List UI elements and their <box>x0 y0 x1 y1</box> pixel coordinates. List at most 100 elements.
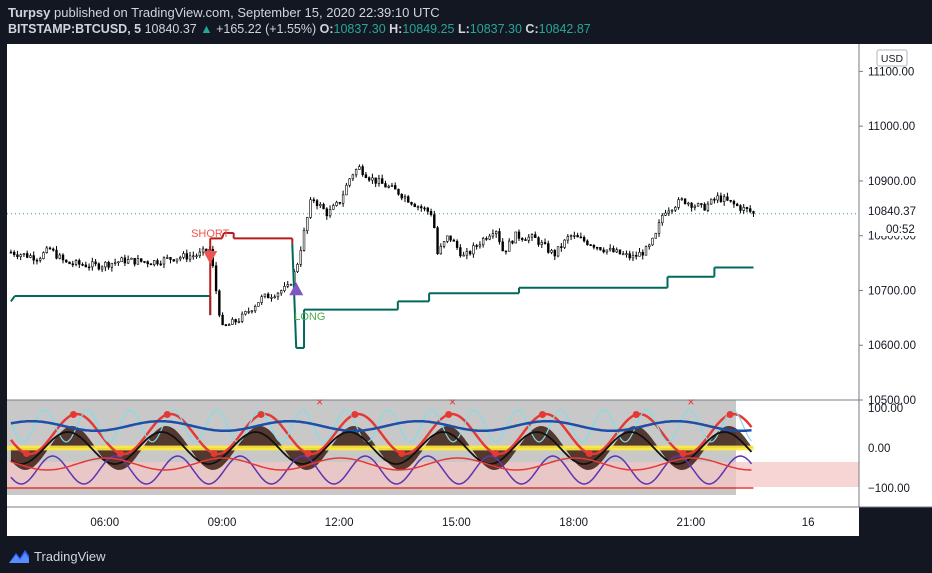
chart-canvas[interactable]: × × × SHORT LONG 11100.00 11000.00 10900.00 10… <box>0 44 932 542</box>
symbol-quote: BITSTAMP:BTCUSD, 5 10840.37 ▲ +165.22 (+… <box>8 22 591 36</box>
candle-body <box>58 254 61 259</box>
candle-body <box>732 200 736 205</box>
candle-body <box>540 242 543 245</box>
candle-body <box>146 261 149 265</box>
oscillator-cyan-line <box>10 409 752 443</box>
chart-header: Turpsy published on TradingView.com, Sep… <box>0 0 932 44</box>
price-tick-label: 11100.00 <box>868 66 914 78</box>
tradingview-brand[interactable]: TradingView <box>34 549 106 564</box>
candle-body <box>218 290 221 316</box>
candle-body <box>260 296 263 303</box>
candle-body <box>680 198 684 201</box>
candle-body <box>491 233 495 237</box>
candle-body <box>227 324 231 326</box>
candle-body <box>602 249 605 253</box>
candle-body <box>413 203 416 208</box>
high-value: 10849.25 <box>402 22 455 36</box>
candle-body <box>618 249 622 255</box>
currency-badge[interactable]: USD <box>876 49 908 67</box>
candle-body <box>113 262 117 264</box>
oscillator-zero-band <box>7 445 754 451</box>
candle-body <box>722 196 726 202</box>
candle-body <box>494 231 498 235</box>
candle-body <box>387 186 390 188</box>
candle-body <box>335 201 338 206</box>
candle-body <box>78 260 81 265</box>
candle-body <box>231 319 234 325</box>
oscillator-dot <box>398 450 406 458</box>
candle-body <box>726 196 729 201</box>
last-price: 10840.37 <box>144 22 197 36</box>
candle-body <box>436 227 439 255</box>
candle-body <box>628 253 631 259</box>
candle-body <box>547 243 550 253</box>
price-tick-label: 10700.00 <box>868 285 916 297</box>
candle-body <box>166 257 169 259</box>
candle-body <box>638 251 641 257</box>
candle-body <box>263 293 267 297</box>
candle-body <box>104 262 107 268</box>
candle-body <box>742 207 745 211</box>
candle-body <box>214 265 218 292</box>
candle-body <box>198 251 202 257</box>
symbol-name[interactable]: BITSTAMP:BTCUSD, 5 <box>8 22 142 36</box>
time-axis[interactable] <box>7 507 859 536</box>
candle-body <box>563 239 566 248</box>
publisher-name[interactable]: Turpsy <box>8 5 51 20</box>
candle-body <box>622 253 625 256</box>
candle-body <box>400 193 403 199</box>
oscillator-cross-marker: × <box>449 395 456 409</box>
plot-area[interactable] <box>7 44 859 400</box>
candle-body <box>612 248 615 253</box>
candle-body <box>270 297 273 299</box>
oscillator-dot <box>69 410 77 418</box>
candle-body <box>74 260 78 265</box>
candle-body <box>48 247 52 250</box>
up-triangle-icon <box>289 282 304 296</box>
oscillator-fast-line <box>9 412 753 456</box>
candle-body <box>530 234 534 238</box>
oscillator-axis-ticks: 100.00 0.00 −100.00 <box>868 403 910 495</box>
candle-body <box>576 235 579 238</box>
candle-body <box>68 261 71 265</box>
candle-body <box>328 209 332 217</box>
candle-body <box>677 199 680 208</box>
price-axis[interactable] <box>859 44 932 507</box>
time-tick-label: 09:00 <box>208 517 237 529</box>
candle-body <box>550 250 553 253</box>
candle-body <box>644 246 648 256</box>
candle-body <box>185 253 188 260</box>
time-tick-label: 18:00 <box>559 517 588 529</box>
candle-body <box>361 166 364 176</box>
low-label: L: <box>457 22 470 36</box>
candle-body <box>35 259 39 262</box>
candle-body <box>247 311 250 313</box>
candle-body <box>87 266 91 269</box>
tradingview-logo-icon[interactable] <box>8 547 30 565</box>
candle-body <box>133 257 136 265</box>
open-label: O: <box>319 22 334 36</box>
candle-body <box>377 178 381 184</box>
candle-body <box>635 255 638 257</box>
candle-body <box>162 257 166 265</box>
candle-body <box>123 257 127 264</box>
candle-body <box>475 245 478 247</box>
candle-body <box>32 255 35 261</box>
candle-body <box>719 195 723 202</box>
price-tick-label: 10600.00 <box>868 340 916 352</box>
candle-body <box>455 240 459 248</box>
candle-body <box>117 261 120 264</box>
candle-body <box>283 286 286 291</box>
candle-body <box>527 236 530 241</box>
candle-body <box>84 264 88 268</box>
candle-body <box>195 255 198 258</box>
candle-body <box>670 209 674 212</box>
candle-body <box>657 222 661 234</box>
candle-body <box>25 253 29 258</box>
candle-body <box>687 202 690 205</box>
candle-body <box>651 237 654 246</box>
oscillator-dot <box>726 410 734 418</box>
candle-body <box>472 245 475 255</box>
candle-body <box>501 241 504 252</box>
candle-body <box>240 313 244 322</box>
